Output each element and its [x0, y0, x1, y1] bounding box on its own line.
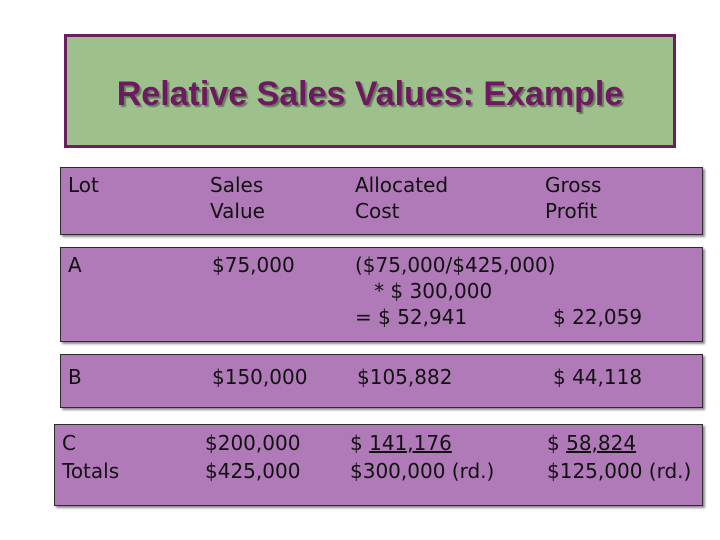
row-a — [60, 247, 703, 342]
row-totals-allocated-cost: $300,000 (rd.) — [350, 459, 495, 483]
header-gross-profit: Gross Profit — [545, 173, 602, 223]
row-c-allocated-value: 141,176 — [369, 431, 452, 455]
header-lot: Lot — [68, 173, 99, 197]
row-c-allocated-cost: $ 141,176 — [350, 430, 452, 456]
row-a-allocated-line-3: = $ 52,941 — [355, 305, 468, 329]
row-a-gross-profit: $ 22,059 — [553, 305, 643, 329]
row-a-allocated-line-1: ($75,000/$425,000) — [355, 253, 556, 277]
row-totals-sales-value: $425,000 — [205, 459, 301, 483]
row-b-allocated-cost: $105,882 — [357, 365, 453, 389]
title-box: Relative Sales Values: Example — [64, 34, 676, 148]
row-c-allocated-prefix: $ — [350, 431, 370, 455]
row-b-sales-value: $150,000 — [212, 365, 308, 389]
row-a-sales-value: $75,000 — [212, 253, 295, 277]
row-b-gross-profit: $ 44,118 — [553, 365, 643, 389]
header-allocated-cost: Allocated Cost — [355, 173, 449, 223]
row-c-sales-value: $200,000 — [205, 431, 301, 455]
row-a-lot: A — [68, 253, 82, 277]
row-b-lot: B — [68, 365, 82, 389]
row-totals-label: Totals — [62, 459, 120, 483]
row-a-allocated-line-2: * $ 300,000 — [355, 279, 493, 303]
row-c-gross-prefix: $ — [547, 431, 567, 455]
row-totals-gross-profit: $125,000 (rd.) — [547, 459, 692, 483]
header-row — [60, 167, 703, 235]
row-c-lot: C — [62, 431, 76, 455]
row-c-gross-profit: $ 58,824 — [547, 430, 636, 456]
row-b — [60, 354, 703, 408]
row-c-gross-value: 58,824 — [566, 431, 637, 455]
header-sales-value: Sales Value — [210, 173, 265, 223]
slide-title: Relative Sales Values: Example — [116, 75, 624, 113]
row-c-totals — [54, 424, 703, 506]
